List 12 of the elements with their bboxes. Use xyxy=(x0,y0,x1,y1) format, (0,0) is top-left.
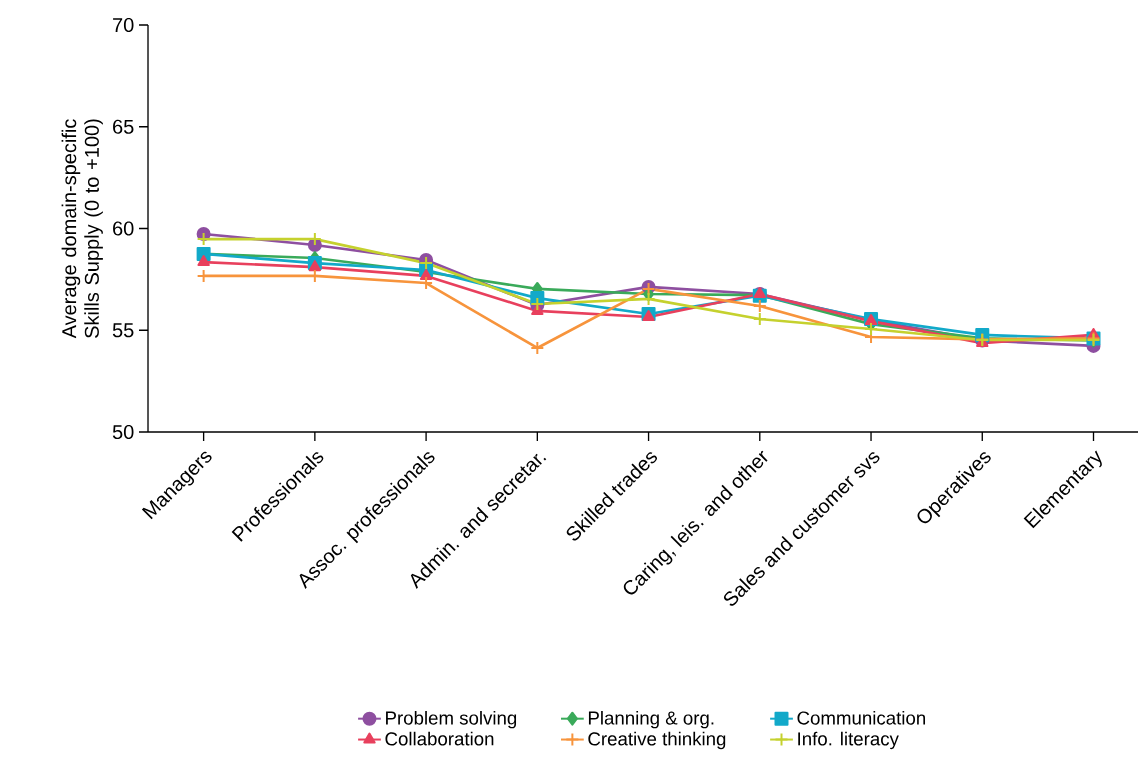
legend-label: Problem solving xyxy=(386,710,517,729)
y-tick-label: 55 xyxy=(112,323,134,338)
legend-label: Planning & org. xyxy=(588,710,714,729)
legend-label: Communication xyxy=(797,710,926,725)
legend-label: Info. literacy xyxy=(798,731,899,750)
legend-label: Collaboration xyxy=(385,731,494,746)
legend-label: Creative thinking xyxy=(588,731,726,750)
y-axis-title: Average domain-specific Skills Supply (0 to +100) xyxy=(61,119,103,339)
y-tick-label: 50 xyxy=(112,424,134,440)
y-tick-label: 70 xyxy=(113,17,134,33)
y-tick-label: 65 xyxy=(113,119,134,134)
y-tick-label: 60 xyxy=(113,221,134,236)
